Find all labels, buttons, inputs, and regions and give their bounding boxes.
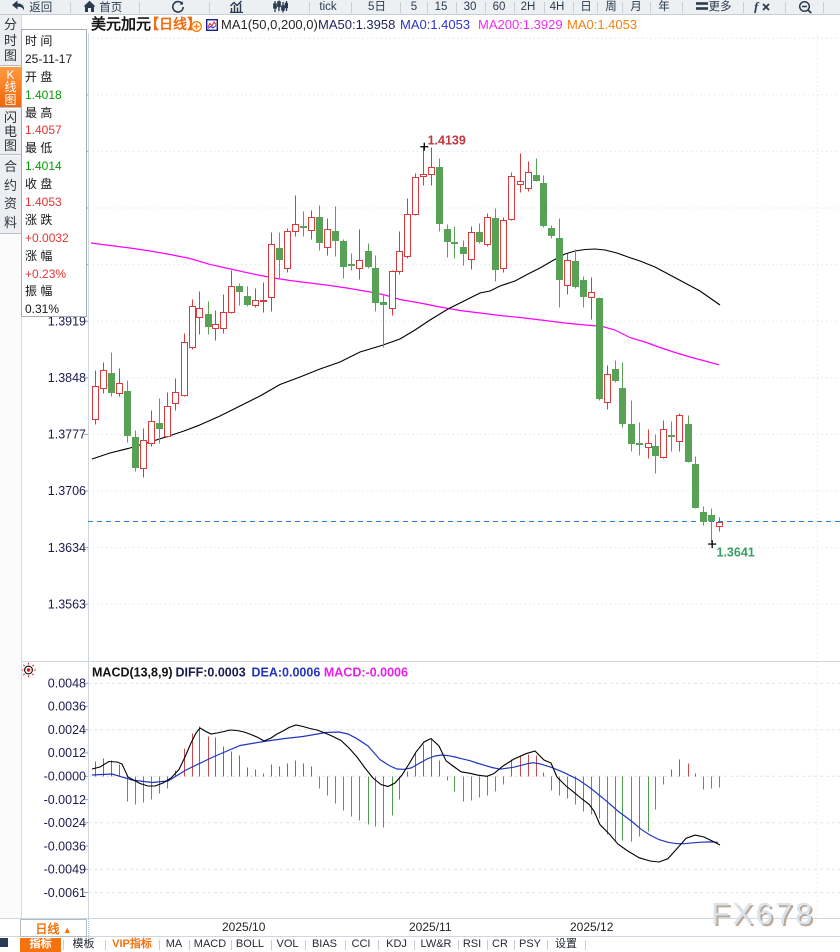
svg-text:0.0036: 0.0036 [48, 700, 86, 714]
svg-text:DEA:0.0006: DEA:0.0006 [252, 666, 321, 680]
svg-text:DIFF:0.0003: DIFF:0.0003 [176, 666, 246, 680]
svg-text:1.3641: 1.3641 [717, 546, 755, 560]
svg-text:1.4139: 1.4139 [428, 134, 466, 148]
svg-text:-0.0061: -0.0061 [44, 886, 86, 900]
svg-text:0.0048: 0.0048 [48, 676, 86, 690]
svg-text:MACD:-0.0006: MACD:-0.0006 [324, 666, 408, 680]
svg-text:f: f [754, 0, 760, 13]
svg-text:1.3848: 1.3848 [48, 371, 86, 385]
svg-text:1.3777: 1.3777 [48, 428, 86, 442]
svg-text:-0.0049: -0.0049 [44, 863, 86, 877]
svg-text:-0.0024: -0.0024 [44, 816, 86, 830]
svg-text:-0.0012: -0.0012 [44, 793, 86, 807]
svg-text:0.0012: 0.0012 [48, 746, 86, 760]
svg-text:1.3919: 1.3919 [48, 314, 86, 328]
svg-text:-0.0000: -0.0000 [44, 770, 86, 784]
svg-text:1.3634: 1.3634 [48, 541, 86, 555]
svg-text:MACD(13,8,9): MACD(13,8,9) [92, 666, 173, 680]
svg-text:0.0024: 0.0024 [48, 723, 86, 737]
svg-text:1.3706: 1.3706 [48, 484, 86, 498]
svg-text:1.3563: 1.3563 [48, 597, 86, 611]
svg-text:-0.0036: -0.0036 [44, 839, 86, 853]
